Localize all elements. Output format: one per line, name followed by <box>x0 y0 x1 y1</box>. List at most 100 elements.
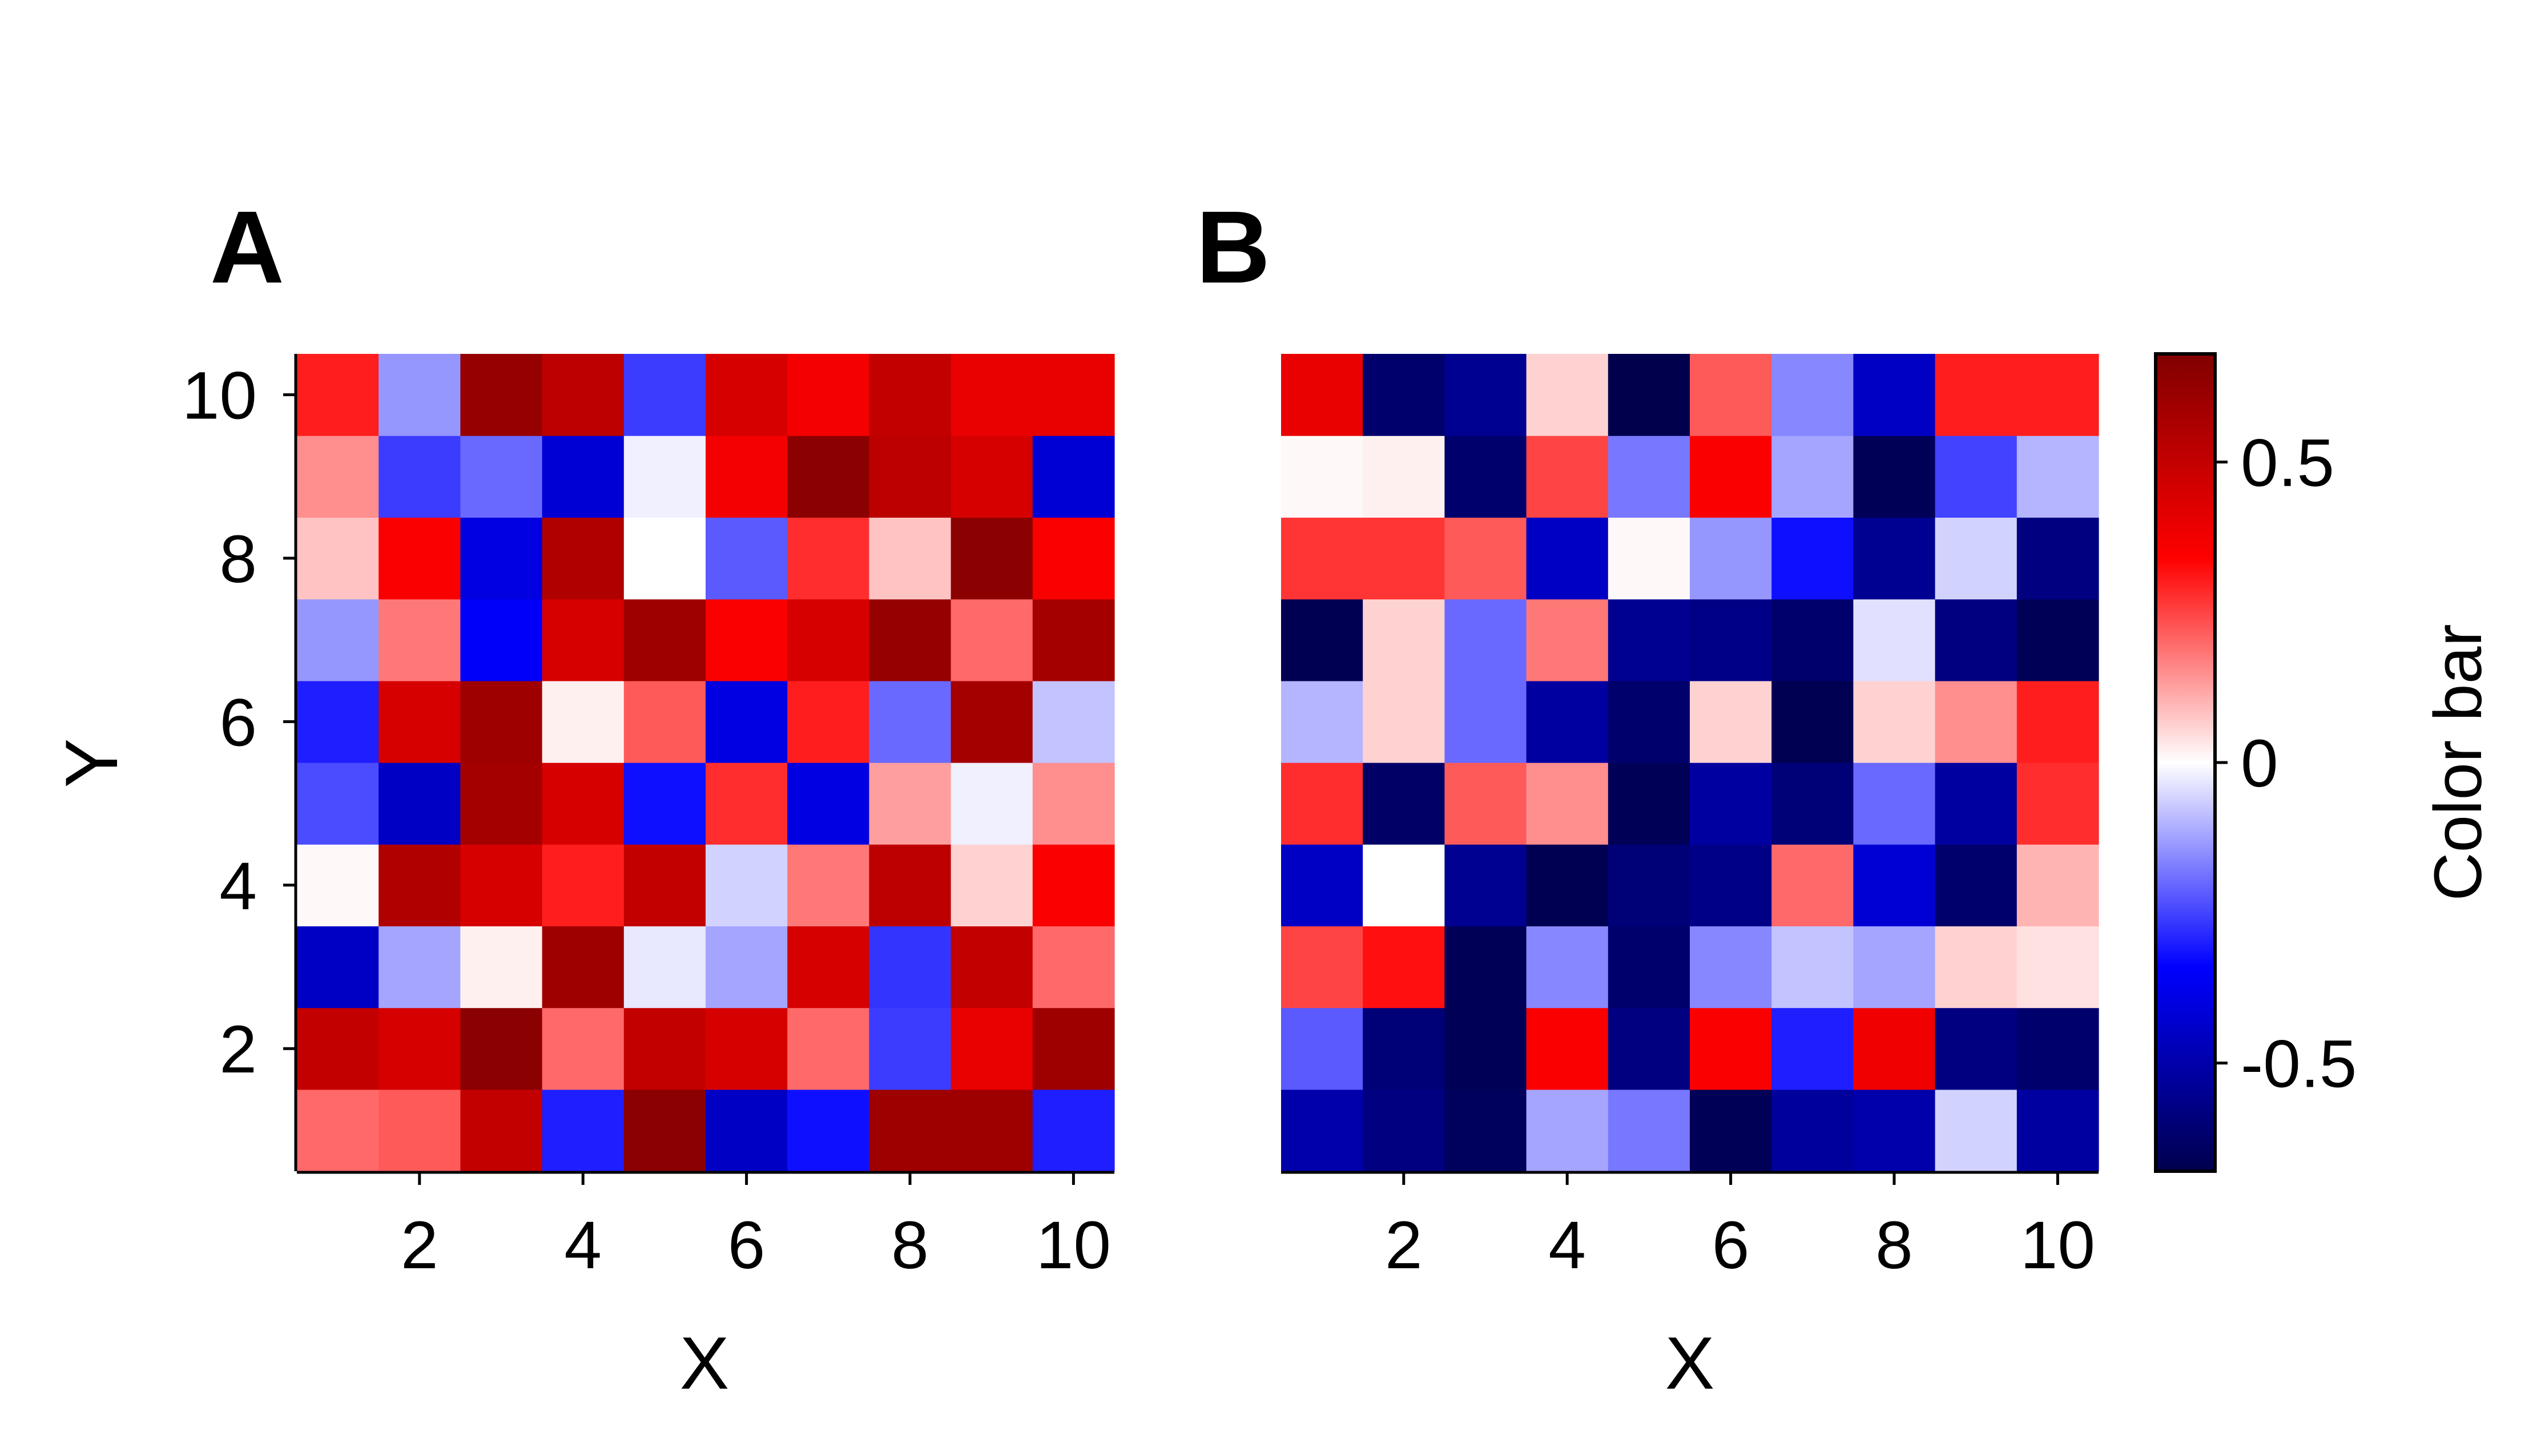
heatmap-cell <box>2016 435 2099 518</box>
colorbar: -0.5 0 0.5 Color bar <box>2154 352 2496 1173</box>
heatmap-cell <box>378 599 461 681</box>
heatmap-cells-b <box>1281 354 2099 1172</box>
heatmap-cell <box>1608 763 1690 845</box>
x-tick-label: 2 <box>401 1208 438 1283</box>
heatmap-cell <box>706 1089 788 1172</box>
heatmap-cell <box>706 763 788 845</box>
heatmap-cell <box>460 1089 543 1172</box>
heatmap-cell <box>869 354 952 436</box>
heatmap-cell <box>1032 680 1115 763</box>
heatmap-panel-a: A 2 4 6 8 10 2 4 6 8 10 X Y <box>50 190 1115 1405</box>
heatmap-cell <box>1771 354 1854 436</box>
heatmap-cell <box>1526 844 1609 926</box>
heatmap-cell <box>378 680 461 763</box>
heatmap-cell <box>1935 1007 2017 1090</box>
heatmap-cell <box>1281 926 1363 1009</box>
heatmap-cell <box>1281 763 1363 845</box>
heatmap-cell <box>869 926 952 1009</box>
heatmap-cell <box>869 844 952 926</box>
heatmap-cell <box>1608 435 1690 518</box>
heatmap-cell <box>378 844 461 926</box>
heatmap-cell <box>1444 1089 1527 1172</box>
heatmap-cell <box>460 926 543 1009</box>
heatmap-cell <box>706 1007 788 1090</box>
heatmap-cell <box>2016 926 2099 1009</box>
heatmap-cell <box>1935 680 2017 763</box>
heatmap-cell <box>1032 763 1115 845</box>
heatmap-cell <box>378 1089 461 1172</box>
heatmap-cell <box>460 354 543 436</box>
heatmap-cell <box>951 599 1033 681</box>
heatmap-cell <box>1608 1089 1690 1172</box>
heatmap-cell <box>1444 517 1527 600</box>
heatmap-cell <box>1032 435 1115 518</box>
heatmap-cell <box>1032 517 1115 600</box>
heatmap-cell <box>787 435 869 518</box>
heatmap-cell <box>951 844 1033 926</box>
heatmap-cell <box>1853 1007 1936 1090</box>
heatmap-cell <box>1608 926 1690 1009</box>
y-axis-title-a: Y <box>50 739 133 788</box>
heatmap-cell <box>378 926 461 1009</box>
heatmap-cell <box>297 1007 379 1090</box>
heatmap-cell <box>1281 844 1363 926</box>
heatmap-cell <box>787 354 869 436</box>
heatmap-cell <box>378 354 461 436</box>
heatmap-cell <box>460 435 543 518</box>
heatmap-cell <box>1444 354 1527 436</box>
heatmap-cell <box>1608 354 1690 436</box>
heatmap-cell <box>1526 763 1609 845</box>
heatmap-cell <box>1363 354 1445 436</box>
heatmap-cell <box>542 926 625 1009</box>
x-tick-label: 6 <box>1712 1208 1750 1283</box>
heatmap-cell <box>460 599 543 681</box>
heatmap-cell <box>1853 680 1936 763</box>
heatmap-cell <box>1363 926 1445 1009</box>
heatmap-cell <box>542 354 625 436</box>
heatmap-cell <box>869 517 952 600</box>
heatmap-cell <box>623 599 706 681</box>
heatmap-cell <box>1444 844 1527 926</box>
heatmap-cell <box>1690 517 1772 600</box>
heatmap-cell <box>297 517 379 600</box>
heatmap-cell <box>787 680 869 763</box>
heatmap-cell <box>951 763 1033 845</box>
colorbar-gradient <box>2156 354 2215 1171</box>
heatmap-cell <box>787 763 869 845</box>
heatmap-cell <box>951 354 1033 436</box>
heatmap-cell <box>951 435 1033 518</box>
heatmap-cell <box>706 680 788 763</box>
x-tick-label: 4 <box>564 1208 602 1283</box>
x-tick-label: 10 <box>2020 1208 2095 1283</box>
heatmap-cell <box>1771 435 1854 518</box>
heatmap-cell <box>1032 1089 1115 1172</box>
heatmap-cell <box>2016 354 2099 436</box>
heatmap-cell <box>1032 844 1115 926</box>
heatmap-cell <box>2016 599 2099 681</box>
axes-a: 2 4 6 8 10 2 4 6 8 10 <box>182 354 1114 1283</box>
x-tick-label: 2 <box>1385 1208 1423 1283</box>
heatmap-cell <box>951 680 1033 763</box>
heatmap-cell <box>623 1007 706 1090</box>
heatmap-cell <box>706 354 788 436</box>
x-axis-title-b: X <box>1665 1321 1715 1405</box>
heatmap-cell <box>1771 1089 1854 1172</box>
colorbar-ticks: -0.5 0 0.5 <box>2215 426 2357 1102</box>
heatmap-cell <box>1935 763 2017 845</box>
heatmap-cell <box>1444 680 1527 763</box>
heatmap-cell <box>787 844 869 926</box>
heatmap-cell <box>1281 354 1363 436</box>
heatmap-cell <box>623 844 706 926</box>
colorbar-title: Color bar <box>2421 624 2496 901</box>
heatmap-cell <box>1281 435 1363 518</box>
heatmap-cell <box>1363 844 1445 926</box>
heatmap-cell <box>787 517 869 600</box>
heatmap-cell <box>1032 926 1115 1009</box>
heatmap-cell <box>1690 1089 1772 1172</box>
heatmap-cell <box>869 680 952 763</box>
heatmap-cell <box>1690 599 1772 681</box>
heatmap-cell <box>787 599 869 681</box>
panel-label-a: A <box>210 190 284 305</box>
heatmap-cell <box>1690 680 1772 763</box>
